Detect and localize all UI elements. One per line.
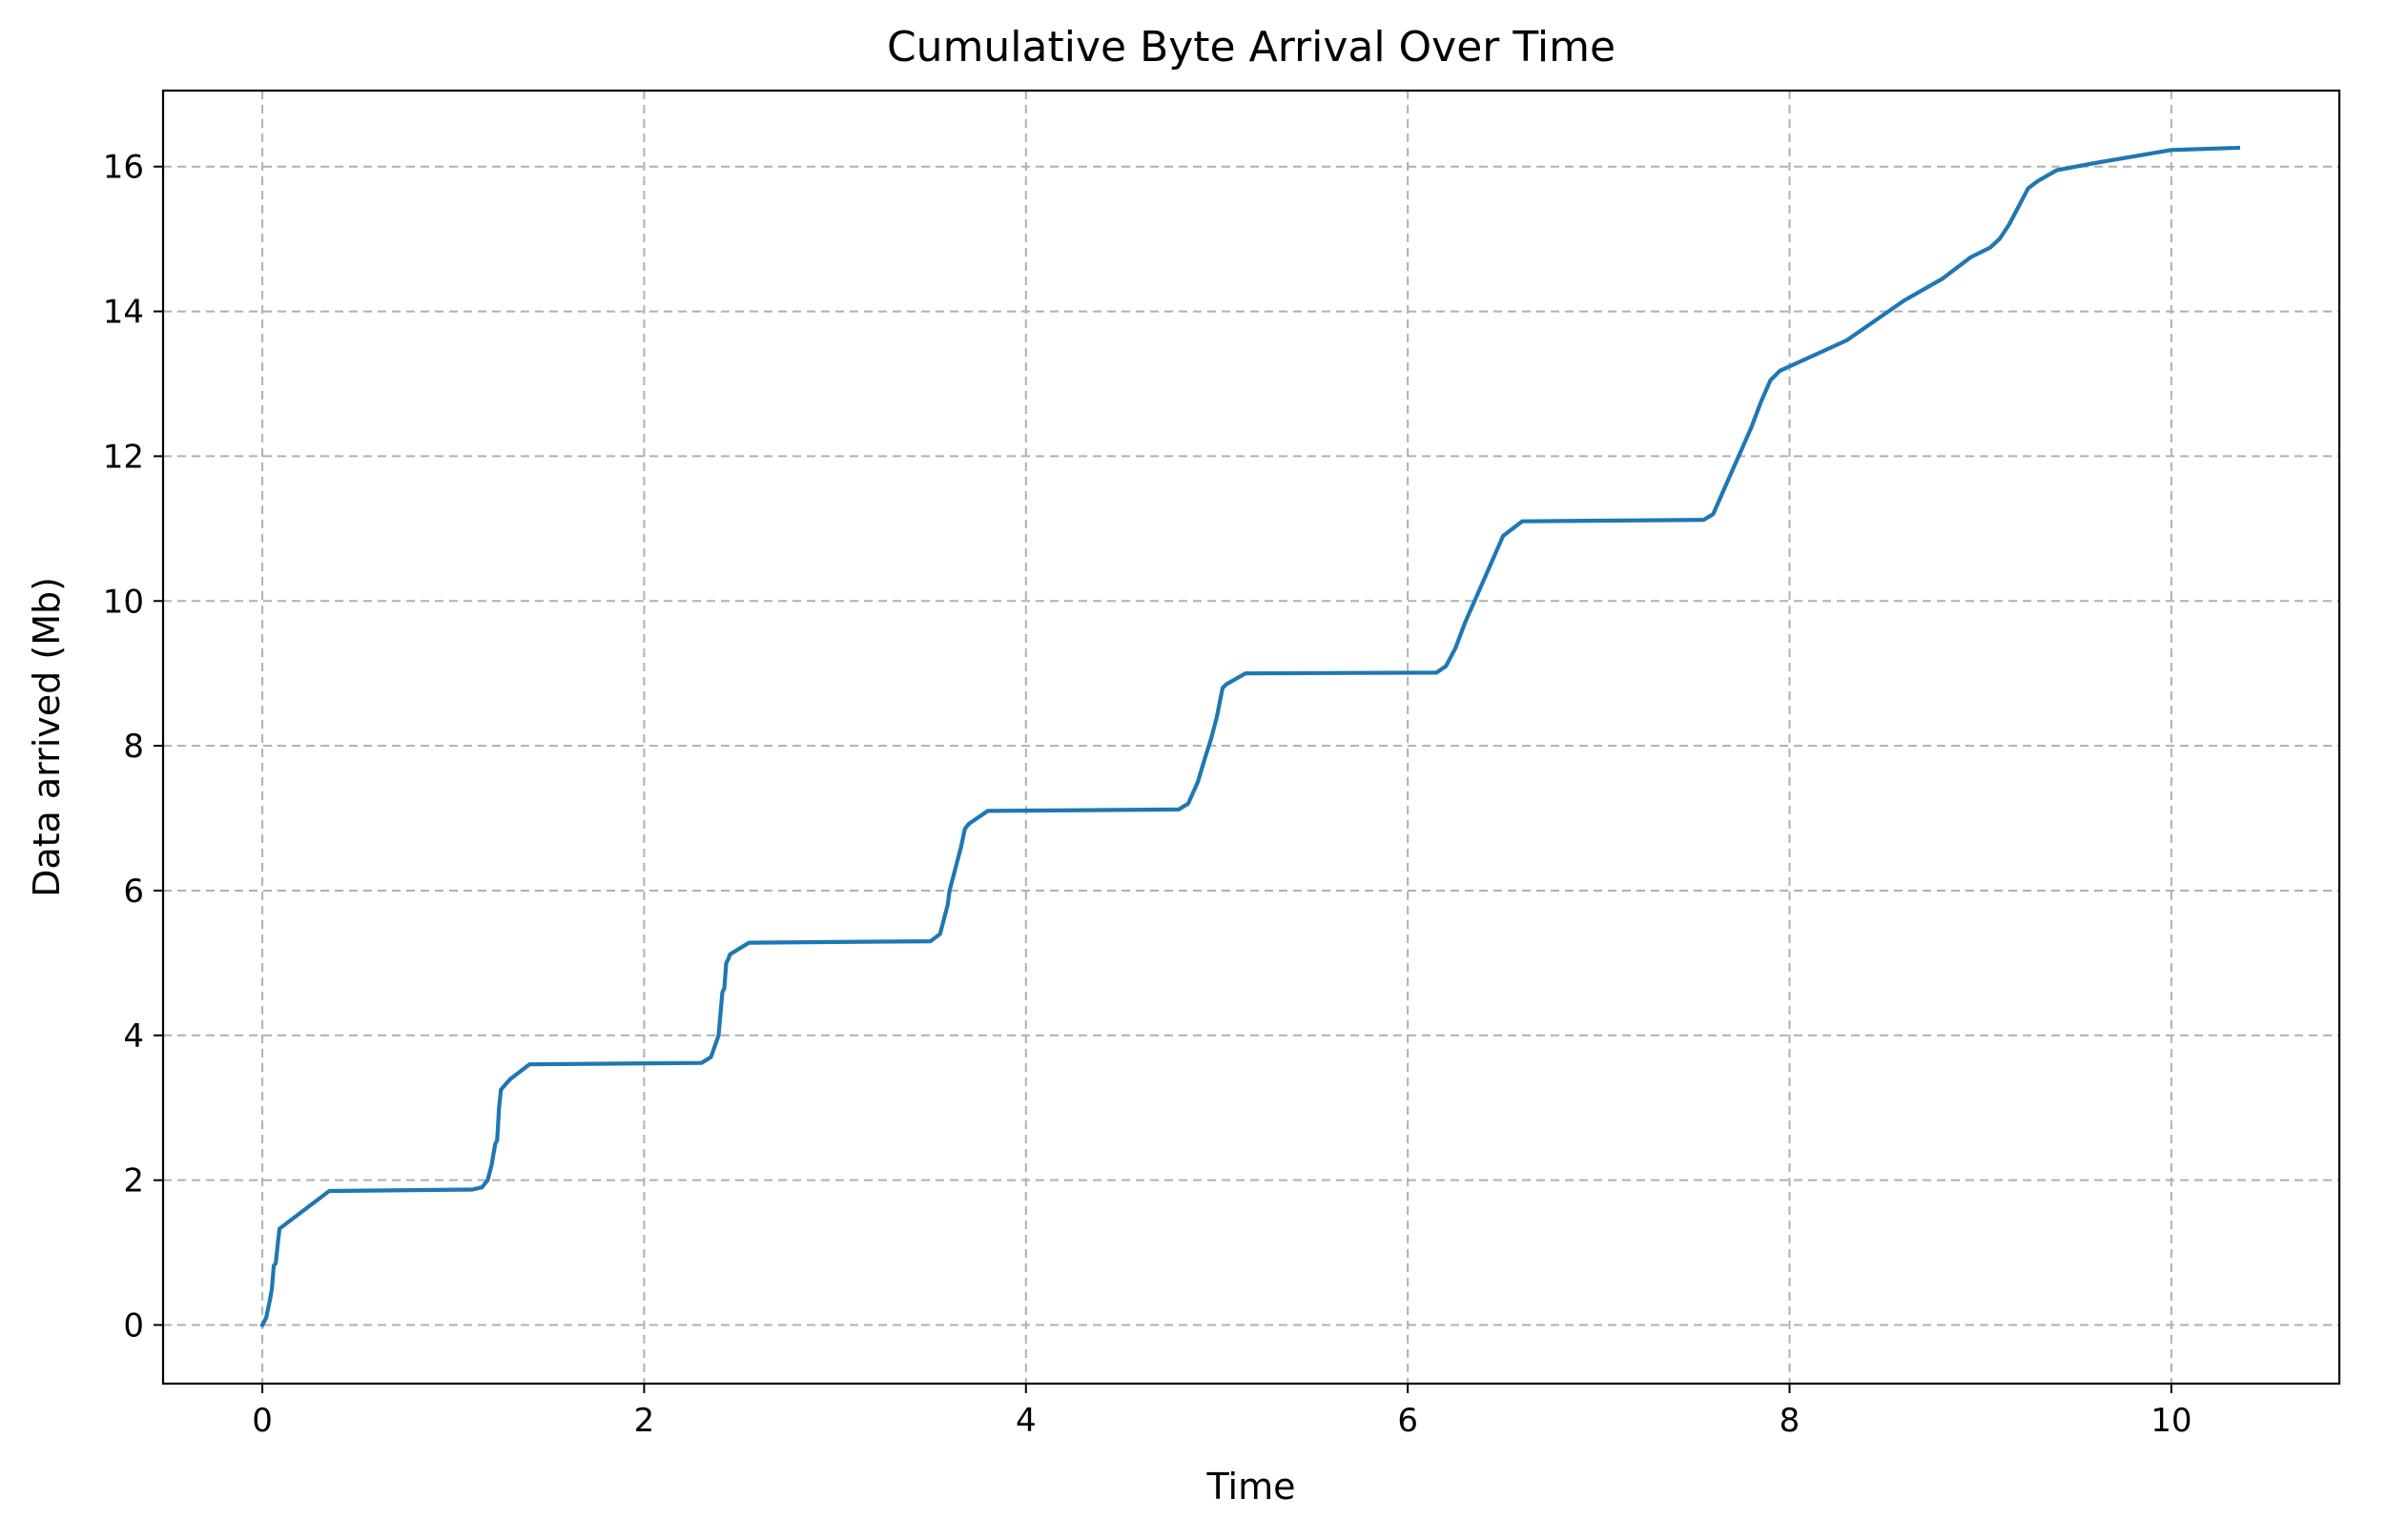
y-tick-label: 12 — [103, 438, 144, 476]
y-tick-label: 0 — [123, 1307, 144, 1345]
axes-frame — [161, 89, 2341, 1386]
chart-title: Cumulative Byte Arrival Over Time — [887, 23, 1616, 72]
y-tick-label: 10 — [103, 583, 144, 621]
x-tick-label: 6 — [1397, 1402, 1418, 1440]
y-tick-label: 16 — [103, 149, 144, 187]
tick-layer: 0 2 4 6 8 10 0 2 4 6 8 10 12 14 16 — [103, 149, 2192, 1440]
y-tick-label: 14 — [103, 294, 144, 332]
x-tick-label: 4 — [1016, 1402, 1037, 1440]
x-tick-label: 2 — [634, 1402, 655, 1440]
x-tick-label: 0 — [252, 1402, 273, 1440]
x-axis-label: Time — [1206, 1466, 1296, 1508]
y-axis-label: Data arrived (Mb) — [26, 577, 68, 897]
x-tick-label: 10 — [2151, 1402, 2192, 1440]
grid-layer — [163, 91, 2339, 1384]
y-tick-label: 2 — [123, 1162, 144, 1201]
y-tick-label: 8 — [123, 728, 144, 766]
series-line — [259, 145, 2241, 1328]
y-tick-label: 6 — [123, 873, 144, 911]
line-layer — [259, 145, 2241, 1328]
y-tick-label: 4 — [123, 1017, 144, 1056]
x-tick-label: 8 — [1780, 1402, 1801, 1440]
